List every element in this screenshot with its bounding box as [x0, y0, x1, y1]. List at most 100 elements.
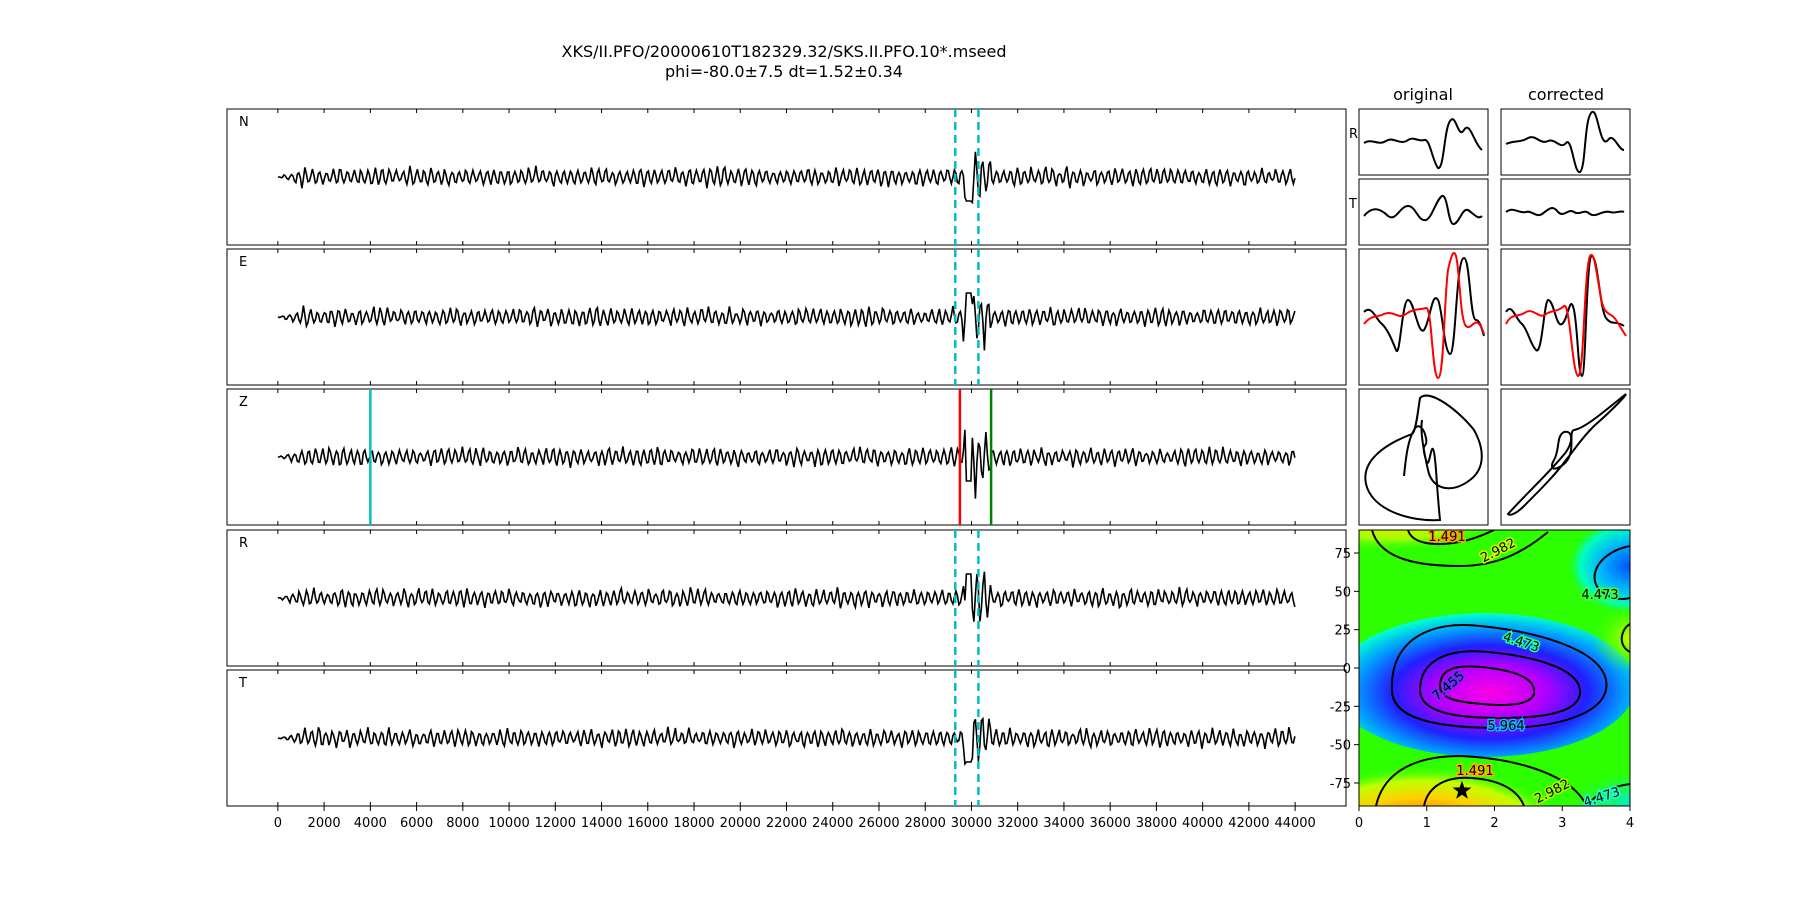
panel-corrected-r-frame — [1500, 108, 1631, 176]
corrected-particle-motion — [1506, 393, 1627, 516]
contour-4473-topright — [1593, 545, 1630, 600]
contour-2982-bottom — [1375, 754, 1587, 806]
x-tick-label: 36000 — [1089, 816, 1130, 831]
panel-n-label: N — [239, 115, 249, 130]
x-tick-label: 14000 — [581, 816, 622, 831]
x-tick-label: 0 — [274, 816, 282, 831]
corrected-overlay-black — [1505, 254, 1625, 378]
panel-t-trace — [277, 716, 1296, 766]
panel-original-r-frame — [1358, 108, 1489, 176]
row-label-t: T — [1348, 197, 1357, 212]
surface-x-tick-label: 4 — [1626, 816, 1634, 831]
surface-y-tick-label: -75 — [1330, 777, 1351, 792]
panel-r-trace — [277, 571, 1296, 622]
contour-7455 — [1438, 665, 1536, 706]
error-surface-x-axis: 0 1 2 3 4 — [1355, 806, 1634, 831]
x-tick-label: 4000 — [354, 816, 387, 831]
surface-y-tick-label: -50 — [1330, 739, 1351, 754]
x-tick-label: 20000 — [720, 816, 761, 831]
panel-original-overlay-frame — [1358, 248, 1489, 386]
panel-z-label: Z — [239, 395, 248, 410]
surface-y-tick-label: 75 — [1334, 547, 1351, 562]
panel-corrected-overlay-frame — [1500, 248, 1631, 386]
x-tick-label: 30000 — [951, 816, 992, 831]
panel-corrected-particle-frame — [1500, 388, 1631, 526]
panel-t-frame — [226, 669, 1347, 807]
x-tick-label: 34000 — [1043, 816, 1084, 831]
panel-n-trace — [277, 151, 1296, 205]
figure-title-line1: XKS/II.PFO/20000610T182329.32/SKS.II.PFO… — [562, 42, 1007, 61]
surface-red-top — [1359, 530, 1560, 600]
contour-1491-bottom — [1423, 776, 1525, 806]
x-tick-label: 12000 — [535, 816, 576, 831]
surface-y-tick-label: 25 — [1334, 624, 1351, 639]
panel-original-particle-frame — [1358, 388, 1489, 526]
error-surface: 1.491 2.982 4.473 4.473 7.455 5.964 1.49… — [1330, 529, 1634, 831]
contour-4473-bottomright — [1585, 783, 1630, 806]
contour-5964 — [1418, 650, 1582, 720]
panel-original-t-frame — [1358, 178, 1489, 246]
contour-label-5964: 5.964 — [1487, 719, 1524, 734]
x-tick-label: 28000 — [905, 816, 946, 831]
panel-z-trace — [277, 429, 1296, 499]
surface-cyan-bottomright — [1570, 771, 1630, 806]
x-tick-label: 24000 — [812, 816, 853, 831]
panel-n: N — [226, 108, 1347, 246]
contour-label-1491-top: 1.491 — [1428, 530, 1465, 545]
contour-2982-top — [1371, 530, 1549, 568]
surface-y-tick-label: -25 — [1330, 700, 1351, 715]
surface-x-tick-label: 2 — [1490, 816, 1498, 831]
figure-title-line2: phi=-80.0±7.5 dt=1.52±0.34 — [665, 62, 903, 81]
x-tick-label: 42000 — [1228, 816, 1269, 831]
x-tick-label: 40000 — [1182, 816, 1223, 831]
panel-corrected-t-frame — [1500, 178, 1631, 246]
particle-panels: R T — [1348, 108, 1631, 526]
panel-r: R — [226, 529, 1347, 667]
corrected-r-trace — [1505, 110, 1625, 174]
x-tick-label: 16000 — [627, 816, 668, 831]
original-particle-motion — [1364, 394, 1483, 522]
error-surface-y-axis: 75 50 25 0 -25 -50 -75 — [1330, 547, 1359, 792]
contour-4473-right — [1620, 623, 1630, 653]
x-tick-label: 18000 — [673, 816, 714, 831]
contour-label-1491-bottom: 1.491 — [1456, 764, 1493, 779]
contour-1491-top — [1407, 530, 1495, 546]
x-tick-label: 6000 — [400, 816, 433, 831]
surface-red-bottom — [1359, 723, 1590, 806]
panel-t: T — [226, 669, 1347, 807]
panel-e-trace — [277, 292, 1296, 351]
surface-x-tick-label: 1 — [1423, 816, 1431, 831]
waveform-x-axis: 0 2000 4000 6000 8000 10000 12000 14000 16000 180… — [274, 806, 1316, 831]
waveform-panels: N E Z R T — [226, 108, 1347, 807]
original-overlay-red — [1363, 252, 1485, 380]
panel-t-label: T — [238, 676, 247, 691]
x-tick-label: 32000 — [997, 816, 1038, 831]
x-tick-label: 8000 — [446, 816, 479, 831]
x-tick-label: 22000 — [766, 816, 807, 831]
column-title-corrected: corrected — [1528, 85, 1604, 104]
surface-y-tick-label: 50 — [1334, 585, 1351, 600]
surface-x-tick-label: 0 — [1355, 816, 1363, 831]
corrected-t-trace — [1505, 207, 1625, 217]
x-tick-label: 26000 — [858, 816, 899, 831]
surface-x-tick-label: 3 — [1558, 816, 1566, 831]
original-t-trace — [1363, 194, 1483, 226]
original-overlay-black — [1363, 256, 1485, 356]
x-tick-label: 2000 — [308, 816, 341, 831]
best-fit-star — [1452, 780, 1472, 799]
contour-4473-mid — [1390, 624, 1608, 730]
original-r-trace — [1363, 118, 1483, 170]
panel-e-label: E — [239, 255, 247, 270]
panel-r-label: R — [239, 536, 248, 551]
row-label-r: R — [1349, 127, 1358, 142]
surface-yellow-right — [1592, 602, 1630, 674]
column-title-original: original — [1393, 85, 1453, 104]
panel-e: E — [226, 248, 1347, 386]
x-tick-label: 10000 — [488, 816, 529, 831]
contour-label-4473-topright: 4.473 — [1581, 588, 1618, 603]
surface-y-tick-label: 0 — [1343, 662, 1351, 677]
x-tick-label: 44000 — [1274, 816, 1315, 831]
corrected-overlay-red — [1505, 253, 1627, 378]
panel-z: Z — [226, 388, 1347, 526]
